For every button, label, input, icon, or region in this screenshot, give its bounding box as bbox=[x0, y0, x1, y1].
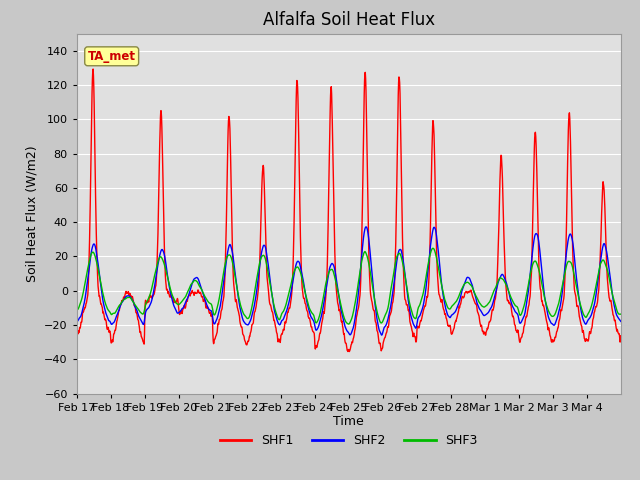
SHF2 bbox=[73, 319, 81, 324]
SHF1 bbox=[346, 348, 353, 354]
Y-axis label: Soil Heat Flux (W/m2): Soil Heat Flux (W/m2) bbox=[26, 145, 38, 282]
SHF3 bbox=[335, 290, 342, 296]
SHF1 bbox=[335, 306, 342, 312]
SHF1 bbox=[89, 66, 97, 72]
SHF1 bbox=[617, 333, 625, 339]
SHF3 bbox=[345, 321, 353, 327]
SHF3 bbox=[617, 311, 625, 317]
SHF1 bbox=[158, 139, 166, 145]
Line: SHF3: SHF3 bbox=[77, 248, 621, 324]
SHF2 bbox=[335, 289, 342, 295]
SHF2 bbox=[477, 309, 485, 315]
Legend: SHF1, SHF2, SHF3: SHF1, SHF2, SHF3 bbox=[214, 429, 483, 452]
Text: TA_met: TA_met bbox=[88, 50, 136, 63]
Title: Alfalfa Soil Heat Flux: Alfalfa Soil Heat Flux bbox=[263, 11, 435, 29]
SHF3 bbox=[158, 255, 166, 261]
SHF1 bbox=[477, 323, 485, 328]
SHF2 bbox=[617, 319, 625, 324]
SHF2 bbox=[158, 247, 166, 252]
SHF2 bbox=[324, 274, 332, 279]
Line: SHF1: SHF1 bbox=[77, 69, 621, 351]
SHF3 bbox=[477, 303, 485, 309]
SHF2 bbox=[362, 224, 370, 230]
SHF3 bbox=[324, 272, 332, 278]
SHF1 bbox=[611, 318, 618, 324]
SHF1 bbox=[557, 307, 565, 312]
SHF3 bbox=[429, 245, 437, 251]
SHF2 bbox=[557, 297, 565, 303]
SHF1 bbox=[324, 207, 332, 213]
X-axis label: Time: Time bbox=[333, 415, 364, 429]
Line: SHF2: SHF2 bbox=[77, 227, 621, 335]
SHF3 bbox=[611, 299, 618, 305]
SHF3 bbox=[73, 307, 81, 312]
SHF1 bbox=[73, 331, 81, 337]
SHF2 bbox=[378, 332, 385, 338]
SHF3 bbox=[557, 288, 565, 294]
SHF2 bbox=[611, 304, 618, 310]
